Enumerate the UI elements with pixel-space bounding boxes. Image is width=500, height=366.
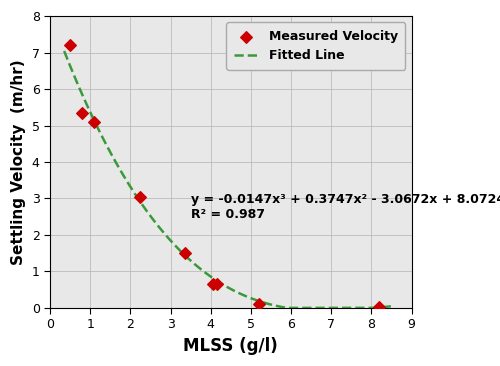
Fitted Line — [216, 280, 222, 285]
Text: y = -0.0147x³ + 0.3747x² - 3.0672x + 8.0724: y = -0.0147x³ + 0.3747x² - 3.0672x + 8.0… — [190, 193, 500, 206]
Fitted Line — [284, 306, 290, 310]
Measured Velocity — [180, 250, 188, 256]
Fitted Line — [218, 281, 224, 286]
Fitted Line — [388, 304, 394, 309]
Fitted Line — [382, 305, 388, 309]
Y-axis label: Settling Velocity  (m/hr): Settling Velocity (m/hr) — [11, 59, 26, 265]
Fitted Line — [61, 49, 67, 53]
Measured Velocity — [209, 281, 217, 287]
Measured Velocity — [213, 281, 221, 287]
Fitted Line — [330, 306, 336, 310]
X-axis label: MLSS (g/l): MLSS (g/l) — [184, 337, 278, 355]
Fitted Line — [238, 292, 244, 296]
Legend: Measured Velocity, Fitted Line: Measured Velocity, Fitted Line — [226, 22, 406, 70]
Measured Velocity — [376, 304, 384, 310]
Measured Velocity — [66, 42, 74, 48]
Measured Velocity — [90, 119, 98, 125]
Measured Velocity — [255, 300, 263, 306]
Line: Fitted Line: Fitted Line — [64, 51, 392, 308]
Fitted Line — [256, 299, 262, 303]
Measured Velocity — [136, 194, 144, 199]
Text: R² = 0.987: R² = 0.987 — [190, 208, 264, 221]
Measured Velocity — [78, 110, 86, 116]
